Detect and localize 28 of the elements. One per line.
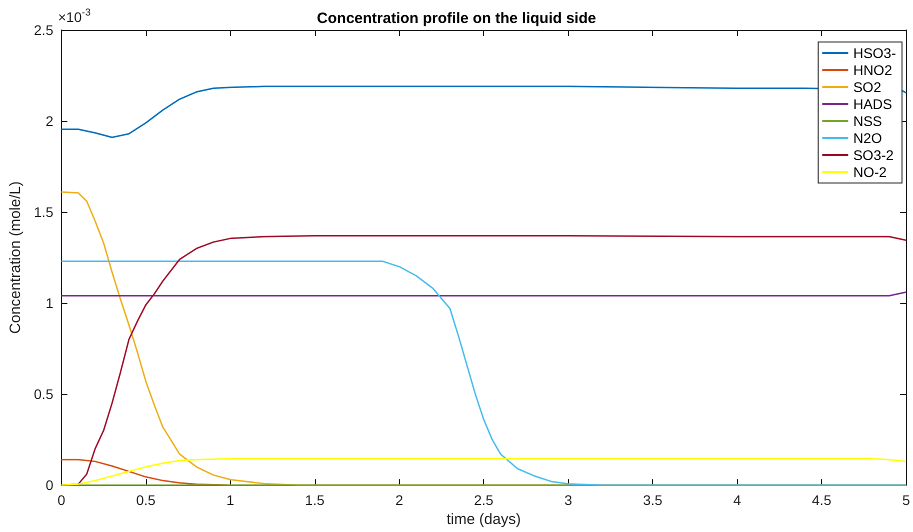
y-tick-label: 2 [46, 113, 54, 130]
legend-label: NO-2 [853, 164, 887, 180]
chart-title: Concentration profile on the liquid side [316, 10, 596, 27]
legend-label: HSO3- [853, 45, 896, 61]
legend-label: SO3-2 [853, 147, 894, 163]
y-tick-label: 2.5 [34, 22, 54, 38]
legend-label: N2O [853, 130, 882, 146]
legend-label: HNO2 [853, 62, 892, 78]
x-tick-label: 1.5 [305, 492, 325, 508]
x-axis-title: time (days) [446, 511, 521, 528]
legend-label: SO2 [853, 79, 882, 95]
x-tick-label: 3 [564, 492, 572, 508]
x-tick-label: 1 [226, 492, 234, 508]
x-tick-label: 4.5 [812, 492, 832, 508]
legend-label: HADS [853, 96, 892, 112]
x-tick-label: 4 [733, 492, 742, 508]
y-tick-label: 1.5 [34, 204, 54, 220]
x-tick-label: 0.5 [136, 492, 156, 508]
x-tick-label: 2.5 [474, 492, 494, 508]
y-tick-label: 1 [46, 295, 54, 312]
y-axis-title: Concentration (mole/L) [7, 181, 24, 334]
x-tick-label: 3.5 [642, 492, 663, 508]
x-tick-label: 2 [395, 492, 404, 508]
y-tick-label: 0.5 [34, 386, 54, 402]
legend-label: NSS [853, 113, 882, 129]
y-tick-label: 0 [46, 477, 54, 494]
x-tick-label: 0 [57, 492, 66, 508]
x-tick-label: 5 [902, 492, 910, 508]
